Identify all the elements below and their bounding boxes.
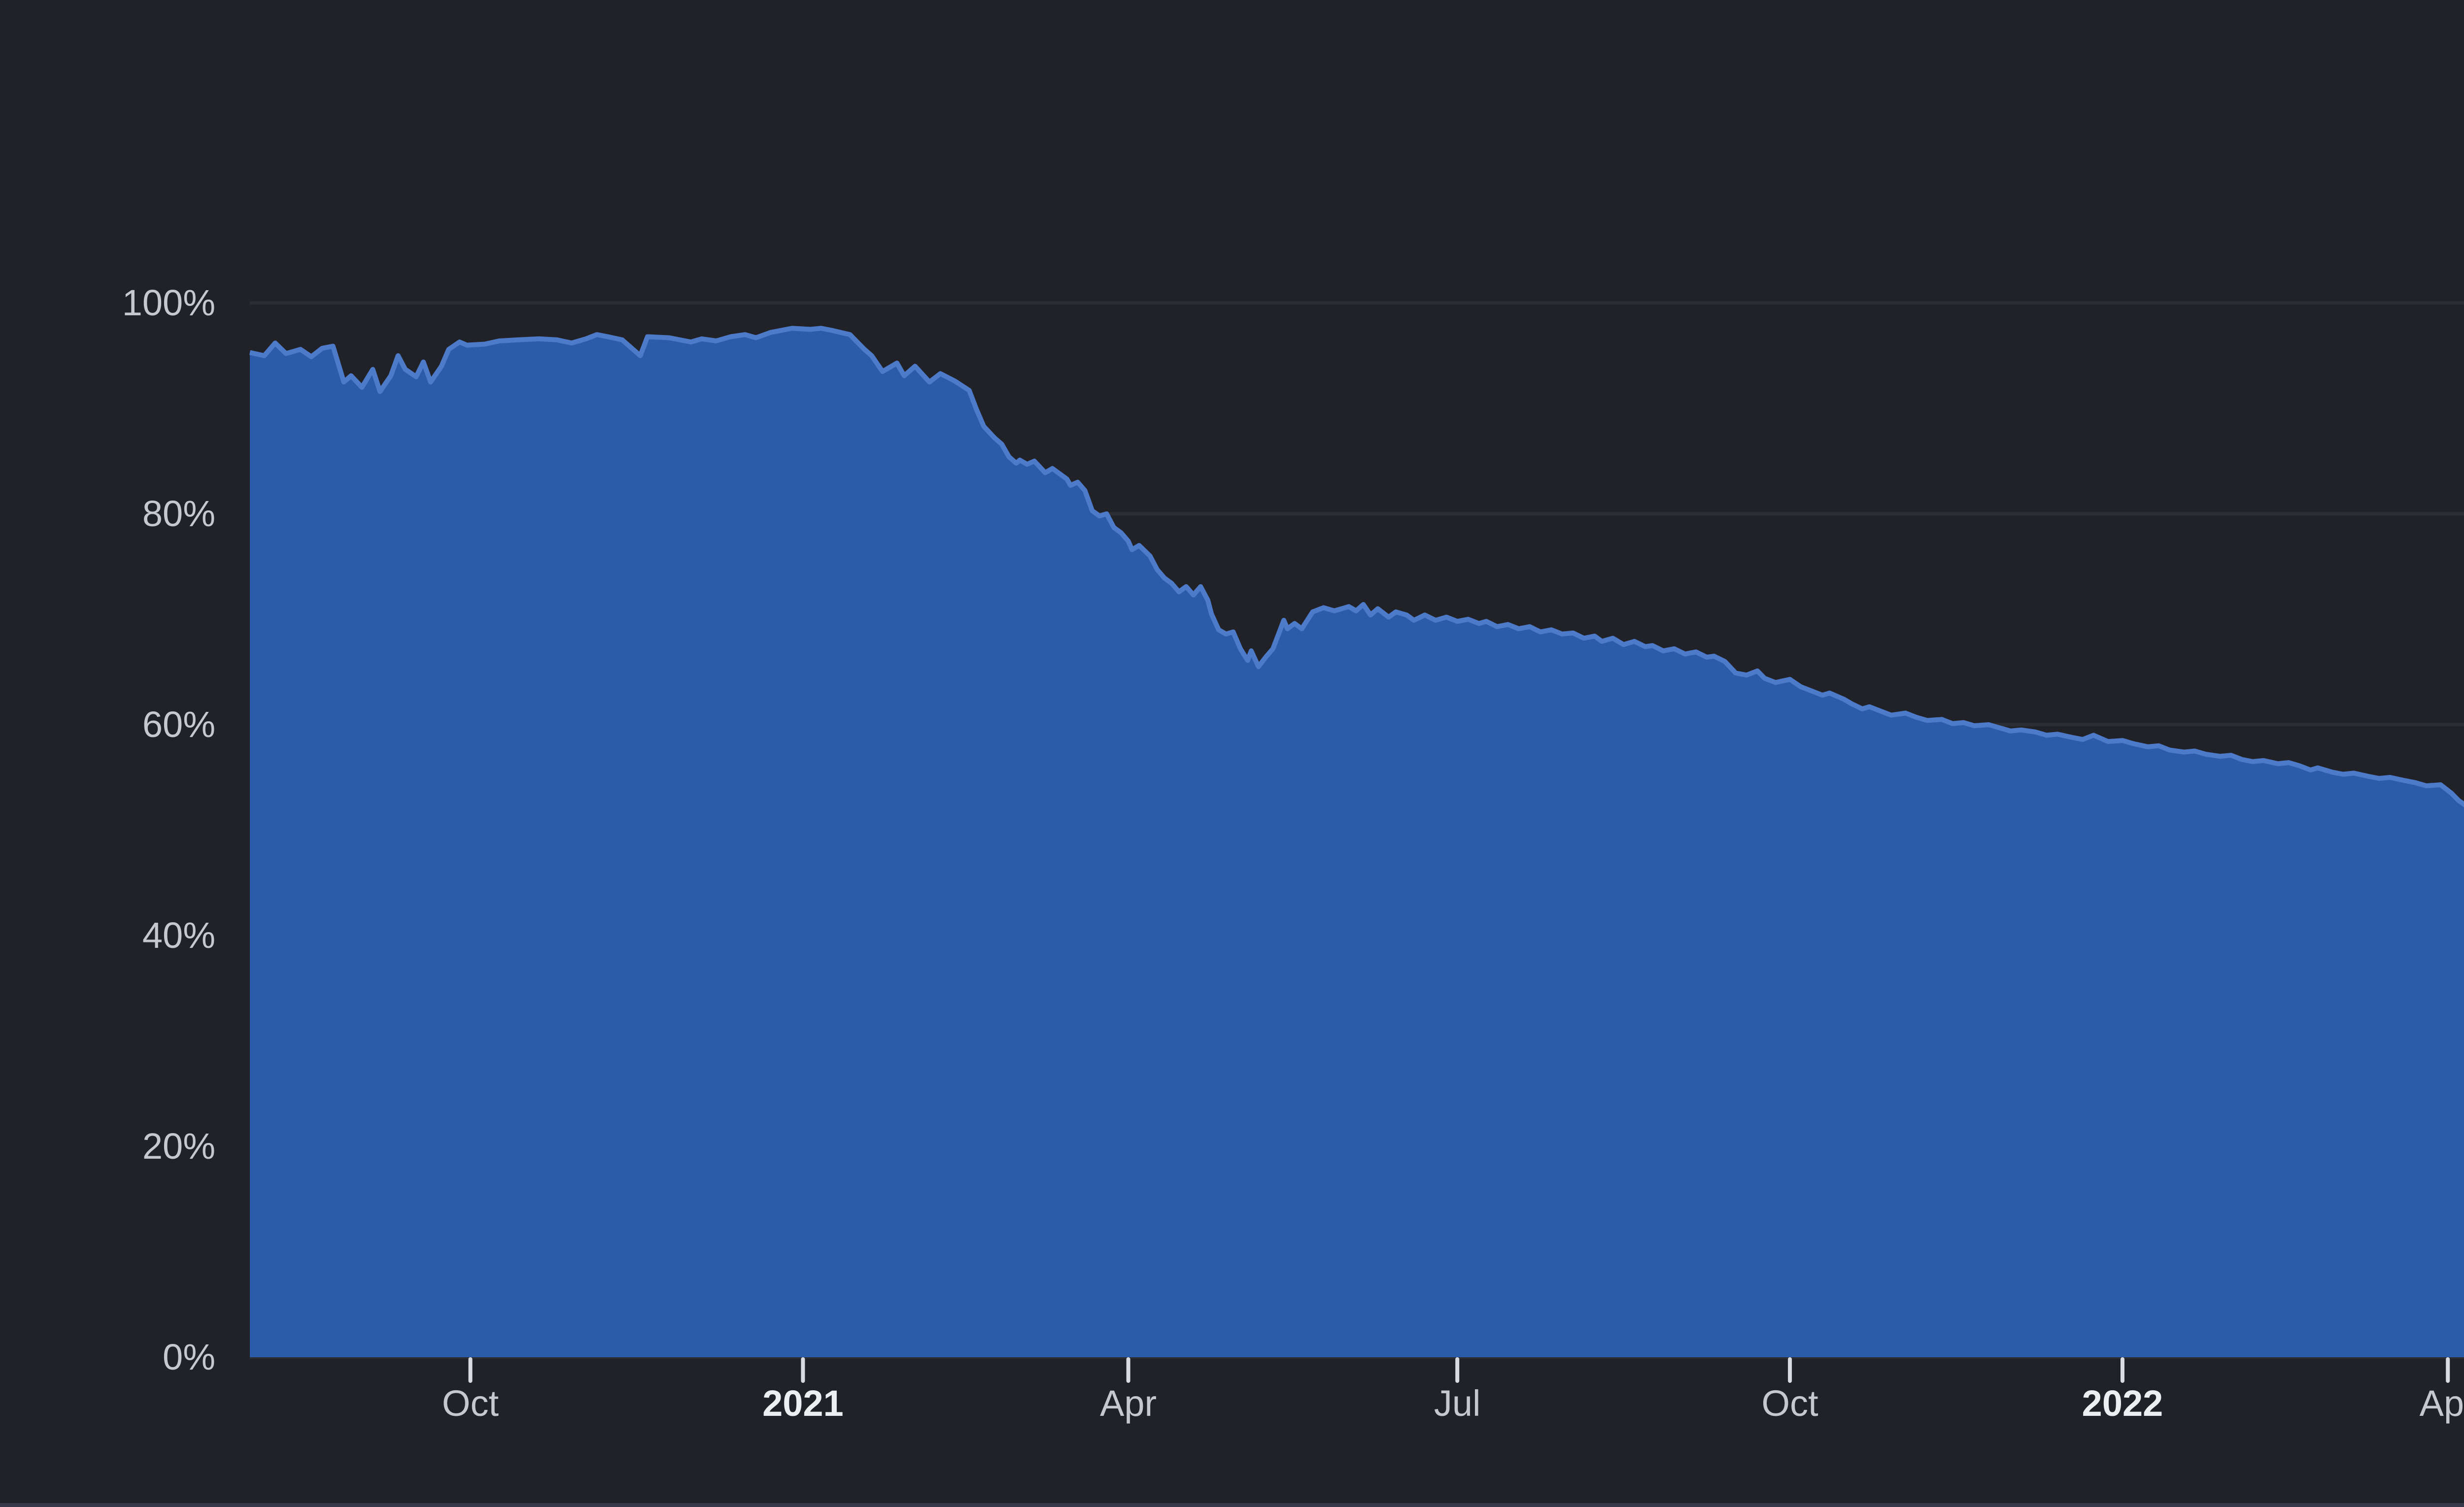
y-axis-label: 80%: [142, 493, 215, 534]
x-tick-marks: [468, 1357, 2450, 1383]
x-axis-label-month: Apr: [1100, 1383, 1157, 1424]
x-axis-label-year: 2022: [2082, 1383, 2163, 1424]
x-axis-label-month: Jul: [1434, 1383, 1481, 1424]
area-fill: [250, 328, 2464, 1357]
x-axis-label-month: Oct: [1761, 1383, 1818, 1424]
x-axis-label-month: Oct: [442, 1383, 499, 1424]
area-line: [249, 326, 2464, 807]
y-axis-label: 40%: [142, 915, 215, 956]
y-axis-label: 0%: [163, 1337, 215, 1377]
x-axis-label-month: Apr: [2419, 1383, 2464, 1424]
bottom-divider: [0, 1503, 2464, 1507]
y-axis-label: 60%: [142, 704, 215, 745]
y-axis-label: 20%: [142, 1126, 215, 1167]
x-axis-label-year: 2021: [762, 1383, 844, 1424]
y-axis-label: 100%: [122, 282, 215, 323]
